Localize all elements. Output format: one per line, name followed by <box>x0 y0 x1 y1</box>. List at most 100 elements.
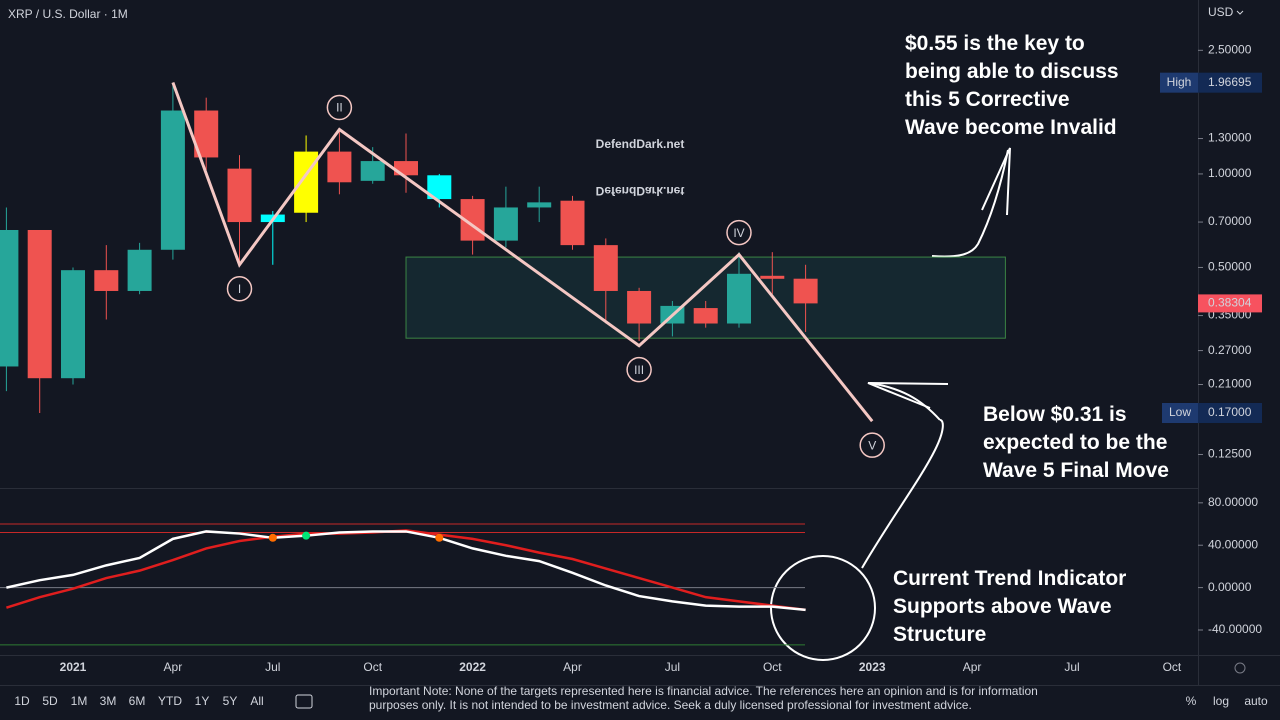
annotation: $0.55 is the key to <box>905 32 1085 55</box>
wave-label-circle <box>326 94 353 121</box>
annotation: Below $0.31 is <box>983 403 1127 426</box>
y-tick-label: -40.00000 <box>1208 622 1262 636</box>
y-tick-label: 40.00000 <box>1208 537 1258 551</box>
candle-body <box>94 270 119 291</box>
candle-body <box>760 275 785 279</box>
candle-body <box>360 161 385 181</box>
candle-body <box>793 278 818 304</box>
x-tick-label: Apr <box>563 660 582 674</box>
settings-icon[interactable] <box>1234 662 1246 674</box>
candle-body <box>493 207 518 241</box>
y-tick-label: 2.50000 <box>1208 42 1252 56</box>
wave-label: IV <box>733 226 744 240</box>
last-price: 0.38304 <box>1208 296 1252 310</box>
watermark: DefendDark.net <box>596 137 685 151</box>
timeframe-button[interactable]: 1M <box>71 694 88 708</box>
timeframe-button[interactable]: YTD <box>158 694 182 708</box>
signal-dot <box>302 531 311 540</box>
arrow-head <box>867 382 949 409</box>
annotation: Current Trend Indicator <box>893 567 1126 590</box>
high-value-tag <box>1198 72 1262 93</box>
candle-body <box>160 110 185 250</box>
candle-body <box>627 290 652 324</box>
currency-chevron[interactable] <box>1236 10 1244 15</box>
annotation: Wave become Invalid <box>905 116 1117 139</box>
scale-button[interactable]: auto <box>1244 694 1268 708</box>
timeframe-button[interactable]: 3M <box>100 694 117 708</box>
low-name: Low <box>1169 405 1191 419</box>
signal-dot <box>435 533 444 542</box>
candle-body <box>27 229 52 379</box>
highlight-circle <box>770 555 876 661</box>
wave-label: II <box>336 101 343 115</box>
annotation: Wave 5 Final Move <box>983 459 1169 482</box>
wave-label: III <box>634 363 644 377</box>
candle-body <box>327 151 352 183</box>
y-tick-label: 0.21000 <box>1208 377 1252 391</box>
wave-line <box>171 81 874 423</box>
wave-label-circle <box>226 276 253 302</box>
low-value: 0.17000 <box>1208 405 1252 419</box>
x-tick-label: 2023 <box>859 660 886 674</box>
annotation: this 5 Corrective <box>905 88 1070 111</box>
compare-icon[interactable] <box>295 694 313 709</box>
candle-body <box>0 229 19 367</box>
currency[interactable]: USD <box>1208 5 1234 19</box>
candle-body <box>61 270 85 379</box>
y-tick-label: 0.50000 <box>1208 260 1252 274</box>
arrow-left <box>869 382 941 421</box>
timeframe-button[interactable]: 1Y <box>195 694 210 708</box>
scale-button[interactable]: % <box>1186 694 1197 708</box>
indicator-line <box>6 530 806 612</box>
y-tick-label: 80.00000 <box>1208 495 1258 509</box>
timeframe-button[interactable]: 1D <box>14 694 30 708</box>
candle-body <box>560 200 585 246</box>
x-tick-label: Apr <box>164 660 183 674</box>
timeframe-button[interactable]: All <box>250 694 263 708</box>
wave-label: I <box>238 282 241 296</box>
high-name: High <box>1167 75 1192 89</box>
x-tick-label: 2022 <box>459 660 486 674</box>
x-tick-label: Oct <box>763 660 782 674</box>
timeframe-button[interactable]: 5D <box>42 694 58 708</box>
annotation: being able to discuss <box>905 60 1119 83</box>
candle-body <box>593 245 618 291</box>
high-tag <box>1160 72 1198 93</box>
x-tick-label: 2021 <box>60 660 87 674</box>
x-tick-label: Jul <box>265 660 280 674</box>
candle-body <box>227 168 252 223</box>
arrow-up <box>931 149 1009 258</box>
disclaimer: purposes only. It is not intended to be … <box>369 698 972 712</box>
high-value: 1.96695 <box>1208 75 1252 89</box>
candle-body <box>527 202 552 208</box>
arrow-head <box>981 147 1011 216</box>
watermark-reflection: DefendDark.net <box>596 184 685 198</box>
timeframe-button[interactable]: 5Y <box>223 694 238 708</box>
x-tick-label: Oct <box>363 660 382 674</box>
y-tick-label: 1.30000 <box>1208 131 1252 145</box>
wave-label-circle <box>626 356 652 383</box>
candle-body <box>727 273 751 324</box>
disclaimer: Important Note: None of the targets repr… <box>369 684 1038 698</box>
annotation: Supports above Wave <box>893 595 1112 618</box>
y-tick-label: 0.27000 <box>1208 343 1252 357</box>
last-price-tag <box>1198 294 1262 313</box>
y-tick-label: 0.00000 <box>1208 580 1252 594</box>
low-tag <box>1162 402 1198 423</box>
timeframe-button[interactable]: 6M <box>129 694 146 708</box>
x-tick-label: Jul <box>1064 660 1079 674</box>
x-tick-label: Jul <box>665 660 680 674</box>
x-tick-label: Apr <box>963 660 982 674</box>
y-tick-label: 1.00000 <box>1208 166 1252 180</box>
candle-body <box>693 308 718 324</box>
candle-body <box>427 175 452 200</box>
x-tick-label: Oct <box>1163 660 1182 674</box>
low-value-tag <box>1198 402 1262 423</box>
annotation: expected to be the <box>983 431 1167 454</box>
arrow-link <box>861 419 944 569</box>
wave-label-circle <box>859 432 885 458</box>
scale-button[interactable]: log <box>1213 694 1229 708</box>
y-tick-label: 0.12500 <box>1208 447 1252 461</box>
